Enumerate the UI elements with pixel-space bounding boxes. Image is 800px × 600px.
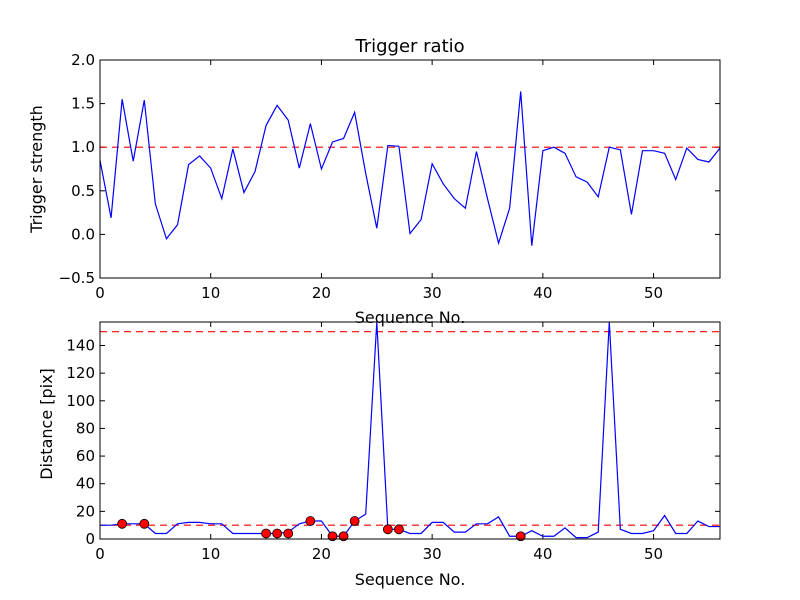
y-tick-label: 1.0 [71, 138, 95, 156]
x-tick-label: 40 [533, 284, 552, 302]
y-tick-label: 100 [66, 392, 95, 410]
x-tick-label: 10 [201, 545, 220, 563]
series-line [99, 91, 721, 246]
y-tick-label: 120 [66, 364, 95, 382]
y-tick-label: 40 [76, 475, 95, 493]
y-tick-label: 140 [66, 336, 95, 354]
trigger-ratio-chart: Trigger ratio 0 10 20 30 40 50 −0.5 0.0 0.5 1.0 1.… [27, 36, 721, 327]
reference-lines [100, 331, 720, 526]
x-tick-label: 10 [201, 284, 220, 302]
y-tick-label: 20 [76, 502, 95, 520]
data-point-marker [283, 528, 294, 539]
x-tick-label: 0 [95, 284, 105, 302]
axes-frame [99, 321, 721, 540]
x-axis-label: Sequence No. [355, 308, 466, 327]
y-tick-label: 1.5 [71, 95, 95, 113]
x-tick-label: 0 [95, 545, 105, 563]
x-tick-label: 30 [423, 545, 442, 563]
y-tick-label: −0.5 [59, 269, 95, 287]
ticks: 0 10 20 30 40 50 0 20 40 60 80 100 120 140 [66, 322, 720, 563]
data-point-marker [515, 531, 526, 542]
y-tick-label: 2.0 [71, 51, 95, 69]
y-axis-label: Trigger strength [27, 105, 46, 234]
data-point-marker [305, 516, 316, 526]
data-point-marker [349, 516, 360, 526]
x-tick-label: 50 [644, 284, 663, 302]
data-point-marker [261, 528, 271, 539]
y-tick-label: 0.5 [71, 182, 95, 200]
x-tick-label: 20 [312, 284, 331, 302]
y-axis-label: Distance [pix] [37, 368, 56, 480]
axes-frame [99, 59, 721, 279]
data-point-marker [272, 528, 283, 539]
series-line [100, 321, 720, 539]
data-point-marker [394, 524, 404, 535]
x-tick-label: 50 [644, 545, 663, 563]
y-tick-label: 60 [76, 447, 95, 465]
y-tick-label: 80 [76, 419, 95, 437]
x-tick-label: 40 [533, 545, 552, 563]
series [99, 91, 721, 246]
data-point-marker [327, 531, 338, 542]
markers [117, 516, 526, 542]
y-tick-label: 0.0 [71, 225, 95, 243]
y-tick-label: 0 [85, 530, 95, 548]
chart-title: Trigger ratio [354, 36, 464, 57]
data-point-marker [338, 531, 349, 542]
x-axis-label: Sequence No. [355, 570, 466, 589]
data-point-marker [382, 524, 393, 535]
x-tick-label: 30 [423, 284, 442, 302]
x-tick-label: 20 [312, 545, 331, 563]
data-point-marker [117, 518, 128, 529]
distance-chart: 0 10 20 30 40 50 0 20 40 60 80 100 120 140 Sequence N… [37, 321, 721, 589]
data-point-marker [139, 518, 150, 529]
series [100, 321, 720, 539]
